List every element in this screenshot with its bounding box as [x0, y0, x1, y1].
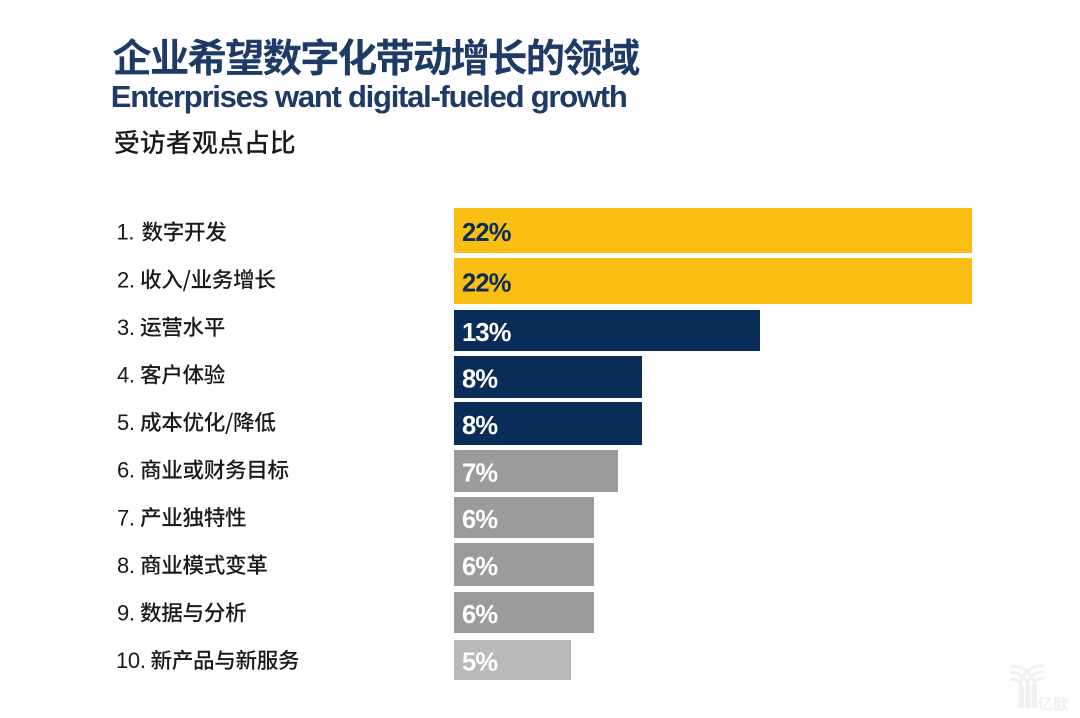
svg-text:3.: 3. — [117, 315, 135, 340]
svg-text:8%: 8% — [462, 366, 497, 394]
svg-text:7.: 7. — [117, 505, 135, 530]
svg-text:22%: 22% — [462, 219, 511, 247]
svg-text:Enterprises want digital-fuele: Enterprises want digital-fueled growth — [111, 79, 627, 114]
svg-text:13%: 13% — [462, 319, 511, 347]
svg-text:1.: 1. — [117, 220, 135, 245]
svg-text:7%: 7% — [462, 460, 497, 488]
svg-text:10.: 10. — [116, 648, 146, 673]
svg-text:4.: 4. — [117, 363, 135, 388]
svg-text:22%: 22% — [462, 270, 511, 298]
svg-text:6%: 6% — [462, 553, 497, 581]
svg-text:5%: 5% — [462, 649, 497, 677]
svg-text:9.: 9. — [117, 601, 135, 626]
svg-text:6%: 6% — [462, 601, 497, 629]
svg-text:6.: 6. — [117, 458, 135, 483]
svg-text:8%: 8% — [462, 412, 497, 440]
svg-text:8.: 8. — [117, 553, 135, 578]
svg-text:2.: 2. — [117, 267, 135, 292]
svg-text:6%: 6% — [462, 506, 497, 534]
svg-text:5.: 5. — [117, 410, 135, 435]
